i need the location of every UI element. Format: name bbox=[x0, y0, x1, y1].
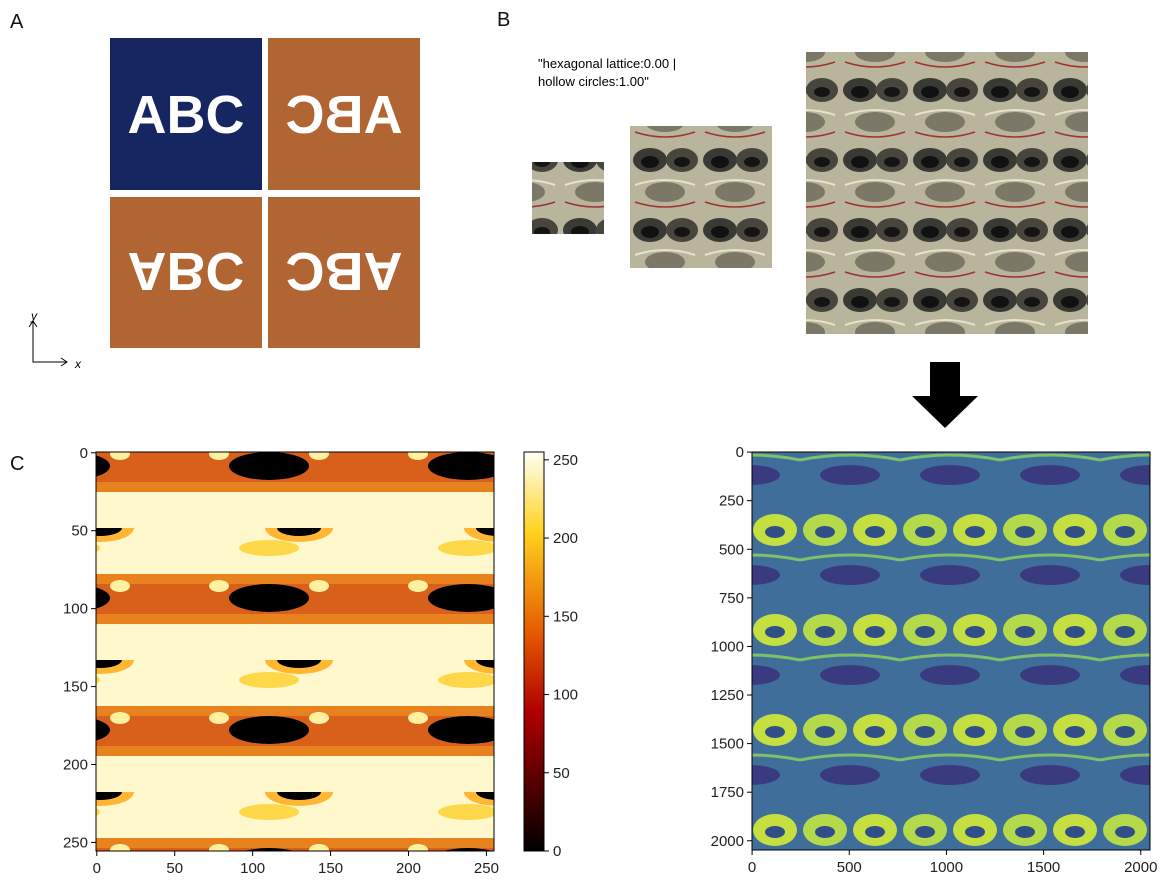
x-tick-label: 150 bbox=[318, 860, 343, 877]
y-tick-label: 100 bbox=[63, 601, 88, 618]
y-tick-label: 1000 bbox=[711, 638, 744, 655]
heatmap bbox=[96, 452, 494, 851]
heatmap bbox=[752, 452, 1150, 850]
tile-text: ABC bbox=[128, 241, 245, 301]
y-tick-label: 1750 bbox=[711, 784, 744, 801]
y-tick-label: 200 bbox=[63, 756, 88, 773]
y-tick-label: 500 bbox=[719, 541, 744, 558]
texture-tile bbox=[532, 162, 604, 234]
colorbar-tick-label: 0 bbox=[553, 843, 561, 860]
panel-label: B bbox=[497, 9, 510, 31]
x-tick-label: 0 bbox=[93, 860, 101, 877]
y-tick-label: 1250 bbox=[711, 687, 744, 704]
y-tick-label: 250 bbox=[719, 493, 744, 510]
panel-label: A bbox=[10, 11, 24, 33]
x-tick-label: 2000 bbox=[1124, 859, 1157, 876]
x-tick-label: 1500 bbox=[1027, 859, 1060, 876]
y-tick-label: 250 bbox=[63, 834, 88, 851]
colorbar-tick-label: 150 bbox=[553, 608, 578, 625]
texture-tile bbox=[806, 52, 1088, 334]
x-tick-label: 200 bbox=[396, 860, 421, 877]
colorbar-tick-label: 50 bbox=[553, 765, 570, 782]
caption: "hexagonal lattice:0.00 | bbox=[538, 56, 676, 71]
y-tick-label: 1500 bbox=[711, 736, 744, 753]
axis-label: x bbox=[74, 357, 82, 371]
x-tick-label: 50 bbox=[166, 860, 183, 877]
colorbar-tick-label: 250 bbox=[553, 452, 578, 469]
panel-label: C bbox=[10, 453, 24, 475]
tile-text: ABC bbox=[286, 85, 403, 145]
tile-text: ABC bbox=[286, 241, 403, 301]
colorbar-tick-label: 200 bbox=[553, 530, 578, 547]
tile-text: ABC bbox=[128, 85, 245, 145]
y-tick-label: 750 bbox=[719, 590, 744, 607]
colorbar bbox=[524, 452, 544, 851]
texture-tile bbox=[630, 126, 772, 268]
y-tick-label: 2000 bbox=[711, 833, 744, 850]
y-tick-label: 0 bbox=[736, 444, 744, 461]
y-tick-label: 50 bbox=[71, 523, 88, 540]
caption: hollow circles:1.00" bbox=[538, 74, 649, 89]
x-tick-label: 1000 bbox=[930, 859, 963, 876]
x-tick-label: 0 bbox=[748, 859, 756, 876]
x-tick-label: 250 bbox=[474, 860, 499, 877]
x-tick-label: 500 bbox=[837, 859, 862, 876]
y-tick-label: 150 bbox=[63, 679, 88, 696]
x-tick-label: 100 bbox=[240, 860, 265, 877]
axis-label: y bbox=[30, 309, 38, 323]
colorbar-tick-label: 100 bbox=[553, 687, 578, 704]
y-tick-label: 0 bbox=[80, 445, 88, 462]
figure: A ABC ABC ABC ABC y x B "hexagonal latti… bbox=[0, 0, 1162, 880]
axis-arrows bbox=[29, 321, 67, 366]
arrow bbox=[912, 362, 978, 428]
